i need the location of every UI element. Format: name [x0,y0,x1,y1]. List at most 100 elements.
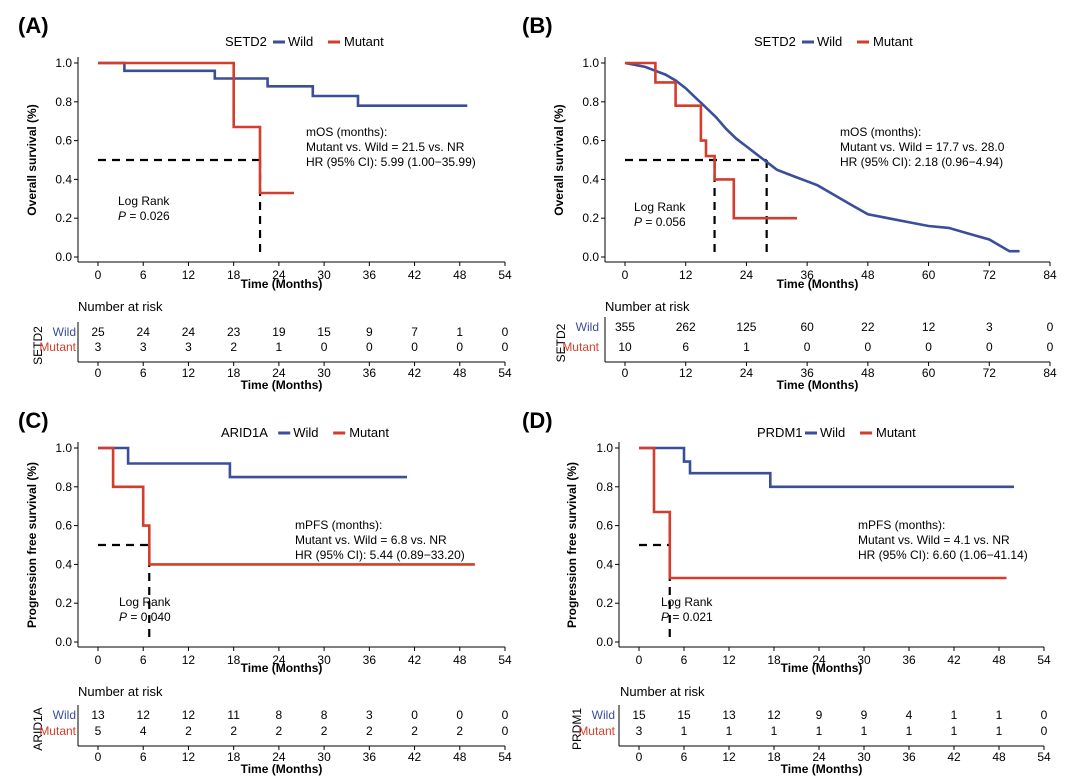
risk-x-tick-label: 12 [679,366,693,380]
p-value: P = 0.040 [119,610,171,624]
x-tick-label: 36 [902,653,916,667]
p-value: P = 0.056 [634,215,686,229]
y-tick-label: 1.0 [596,441,613,455]
risk-mutant-count: 1 [816,724,823,738]
stats-line: mOS (months): [840,125,921,139]
risk-mutant-count: 3 [140,340,147,354]
x-tick-label: 12 [182,268,196,282]
stats-line: mPFS (months): [858,518,945,532]
risk-row-mutant-label: Mutant [562,340,599,354]
stats-annotation: mPFS (months):Mutant vs. Wild = 6.8 vs. … [119,518,465,624]
stats-line: mPFS (months): [295,518,382,532]
risk-x-tick-label: 0 [636,750,643,764]
risk-mutant-count: 0 [366,340,373,354]
risk-mutant-count: 0 [1041,724,1048,738]
y-tick-label: 0.6 [582,134,599,148]
y-tick-label: 0.8 [596,480,613,494]
risk-x-tick-label: 6 [681,750,688,764]
stats-line: HR (95% CI): 6.60 (1.06−41.14) [858,548,1028,562]
risk-table: Number at risk ARID1A Wild Mutant 13 5 0 12 4 6 12… [31,684,512,776]
risk-wild-count: 11 [227,708,240,722]
stats-annotation: mPFS (months):Mutant vs. Wild = 4.1 vs. … [661,518,1028,624]
x-tick-label: 60 [922,268,936,282]
legend-wild-label: Wild [817,34,842,49]
stats-annotation: mOS (months):Mutant vs. Wild = 17.7 vs. … [634,125,1005,229]
risk-x-tick-label: 18 [227,750,241,764]
x-tick-label: 24 [812,653,826,667]
y-tick-label: 1.0 [55,56,72,70]
risk-mutant-count: 2 [411,724,418,738]
x-tick-label: 30 [317,653,331,667]
risk-x-tick-label: 30 [317,750,331,764]
km-curve-wild [624,61,1020,253]
risk-mutant-count: 0 [502,340,509,354]
y-tick-label: 0.4 [55,557,72,571]
risk-x-tick-label: 6 [140,366,147,380]
x-tick-label: 36 [363,653,377,667]
risk-wild-count: 355 [615,320,635,334]
risk-x-tick-label: 30 [857,750,871,764]
risk-wild-count: 12 [767,708,781,722]
risk-wild-count: 1 [456,325,463,339]
risk-wild-count: 15 [677,708,691,722]
y-tick-label: 0.8 [582,95,599,109]
risk-wild-count: 1 [996,708,1003,722]
x-tick-label: 0 [95,268,102,282]
risk-x-axis-title: Time (Months) [241,378,323,392]
median-lines [639,543,671,642]
stats-line: HR (95% CI): 2.18 (0.96−4.94) [840,155,1003,169]
panel-label: (A) [18,13,49,38]
x-tick-label: 0 [622,268,629,282]
legend-mutant-label: Mutant [876,425,916,440]
risk-mutant-count: 4 [140,724,147,738]
risk-mutant-count: 1 [996,724,1003,738]
x-tick-label: 6 [140,268,147,282]
km-curve-wild [639,446,1014,489]
logrank-label: Log Rank [661,595,713,609]
risk-mutant-count: 2 [321,724,328,738]
panel-label: (C) [18,408,49,433]
y-tick-label: 0.2 [55,211,72,225]
x-tick-label: 6 [140,653,147,667]
km-panel-arid1a-2: (C) ARID1A Wild Mutant 0.0 0.2 0.4 0.6 0.8 1.0 0 6 1… [18,408,512,776]
risk-wild-count: 60 [800,320,814,334]
risk-wild-count: 9 [816,708,823,722]
risk-x-tick-label: 36 [800,366,814,380]
risk-row-mutant-label: Mutant [39,340,76,354]
y-axis-title: Progression free survival (%) [25,462,39,628]
risk-wild-count: 12 [922,320,936,334]
risk-wild-count: 12 [182,708,196,722]
x-tick-label: 54 [498,653,512,667]
y-tick-label: 0.2 [582,211,599,225]
risk-wild-count: 9 [366,325,373,339]
risk-x-axis-title: Time (Months) [777,378,859,392]
logrank-label: Log Rank [119,595,171,609]
panel-label: (B) [522,13,553,38]
risk-x-tick-label: 18 [767,750,781,764]
y-tick-label: 0.8 [55,480,72,494]
risk-row-wild-label: Wild [576,320,599,334]
x-tick-label: 72 [983,268,997,282]
risk-x-tick-label: 36 [902,750,916,764]
risk-mutant-count: 2 [276,724,283,738]
stats-annotation: mOS (months):Mutant vs. Wild = 21.5 vs. … [118,125,476,223]
risk-x-tick-label: 24 [812,750,826,764]
km-curve-mutant [98,61,294,195]
risk-x-tick-label: 48 [992,750,1006,764]
risk-x-tick-label: 24 [740,366,754,380]
risk-wild-count: 0 [1041,708,1048,722]
x-tick-label: 48 [992,653,1006,667]
risk-x-tick-label: 54 [498,750,512,764]
y-tick-label: 0.6 [596,519,613,533]
risk-x-tick-label: 54 [1037,750,1051,764]
risk-x-tick-label: 6 [140,750,147,764]
legend-mutant-label: Mutant [344,34,384,49]
risk-row-wild-label: Wild [592,708,615,722]
risk-x-tick-label: 24 [272,750,286,764]
stats-line: Mutant vs. Wild = 6.8 vs. NR [295,533,447,547]
risk-x-tick-label: 24 [272,366,286,380]
